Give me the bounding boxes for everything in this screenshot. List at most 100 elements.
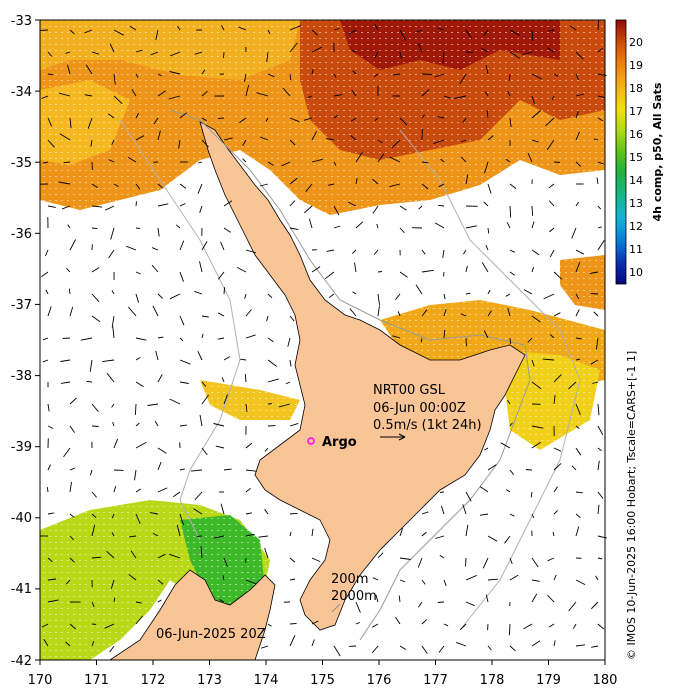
- svg-text:-33: -33: [11, 14, 32, 29]
- current-vector: [483, 201, 489, 207]
- current-vector: [465, 491, 472, 502]
- current-vector: [179, 183, 187, 189]
- current-vector: [373, 249, 379, 255]
- current-vector: [521, 51, 533, 56]
- current-vector: [69, 117, 72, 128]
- current-vector: [213, 423, 225, 427]
- current-vector: [372, 623, 379, 628]
- current-vector: [479, 513, 489, 516]
- current-vector: [135, 135, 145, 141]
- current-vector: [266, 315, 269, 322]
- current-vector: [42, 337, 49, 341]
- current-vector: [507, 307, 511, 317]
- current-vector: [289, 42, 298, 53]
- current-vector: [355, 151, 363, 163]
- colorbar-tick: 11: [629, 243, 643, 256]
- current-vector: [553, 374, 562, 383]
- current-vector: [104, 623, 115, 629]
- current-vector: [418, 205, 423, 210]
- current-vector: [289, 227, 299, 231]
- current-vector: [311, 158, 323, 163]
- current-vector: [531, 73, 543, 80]
- current-vector: [194, 290, 203, 295]
- current-vector: [398, 595, 401, 603]
- current-vector: [523, 623, 533, 630]
- current-vector: [245, 512, 252, 515]
- current-vector: [179, 240, 185, 251]
- current-vector: [568, 601, 577, 612]
- current-vector: [285, 381, 291, 385]
- current-vector: [61, 205, 71, 210]
- current-vector: [157, 447, 167, 454]
- lon-axis: 170 171 172 173 174 175 176 177 178 179 …: [28, 660, 617, 688]
- current-vector: [111, 315, 115, 328]
- current-vector: [130, 550, 137, 559]
- current-vector: [91, 556, 102, 559]
- current-vector: [135, 201, 137, 207]
- current-vector: [443, 95, 451, 99]
- current-vector: [149, 512, 159, 515]
- current-vector: [485, 65, 489, 75]
- current-vector: [509, 337, 512, 344]
- current-vector: [421, 249, 426, 255]
- current-vector: [374, 51, 379, 59]
- current-vector: [305, 183, 313, 192]
- current-vector: [371, 645, 379, 654]
- current-vector: [223, 51, 225, 58]
- current-vector: [175, 224, 181, 229]
- current-vector: [154, 420, 159, 427]
- current-vector: [483, 29, 489, 36]
- current-vector: [597, 239, 605, 251]
- current-vector: [289, 73, 292, 81]
- current-vector: [63, 161, 71, 164]
- colorbar-tick: 16: [629, 128, 643, 141]
- current-vector: [289, 315, 295, 322]
- lat-tick: -41: [11, 582, 40, 597]
- current-vector: [530, 491, 533, 498]
- current-vector: [531, 110, 542, 119]
- current-vector: [509, 645, 516, 652]
- current-vector: [69, 239, 76, 251]
- current-vector: [597, 623, 605, 630]
- current-vector: [433, 139, 445, 144]
- current-vector: [421, 73, 433, 75]
- current-vector: [328, 293, 335, 299]
- current-vector: [307, 95, 313, 99]
- current-vector: [190, 469, 203, 472]
- svg-text:171: 171: [84, 673, 109, 688]
- current-vector: [91, 267, 100, 273]
- current-vector: [217, 117, 225, 120]
- current-vector: [91, 227, 98, 230]
- current-vector: [392, 335, 401, 339]
- current-vector: [509, 557, 513, 565]
- current-vector: [575, 309, 580, 317]
- contour-200m-label: 200m: [331, 572, 368, 587]
- current-vector: [126, 245, 137, 251]
- current-vector: [179, 271, 184, 282]
- svg-text:-35: -35: [11, 156, 32, 171]
- current-vector: [113, 597, 116, 603]
- current-vector: [399, 527, 404, 537]
- current-vector: [244, 293, 247, 299]
- current-vector: [374, 117, 379, 122]
- current-vector: [220, 241, 225, 251]
- current-vector: [479, 486, 489, 493]
- current-vector: [157, 183, 164, 189]
- current-vector: [135, 488, 141, 493]
- current-vector: [169, 293, 181, 300]
- current-vector: [44, 249, 49, 257]
- current-vector: [377, 293, 381, 306]
- svg-text:-36: -36: [11, 227, 32, 242]
- current-vector: [549, 334, 555, 339]
- current-vector: [531, 221, 535, 229]
- current-vector: [259, 136, 269, 141]
- current-vector: [575, 293, 580, 300]
- current-vector: [223, 557, 228, 567]
- current-vector: [303, 205, 313, 214]
- current-vector: [549, 227, 555, 233]
- current-vector: [135, 513, 141, 525]
- current-vector: [459, 73, 467, 84]
- lat-axis: -33 -34 -35 -36 -37 -38 -39 -40 -41 -42: [11, 14, 40, 669]
- current-vector: [201, 117, 207, 122]
- current-vector: [80, 337, 93, 341]
